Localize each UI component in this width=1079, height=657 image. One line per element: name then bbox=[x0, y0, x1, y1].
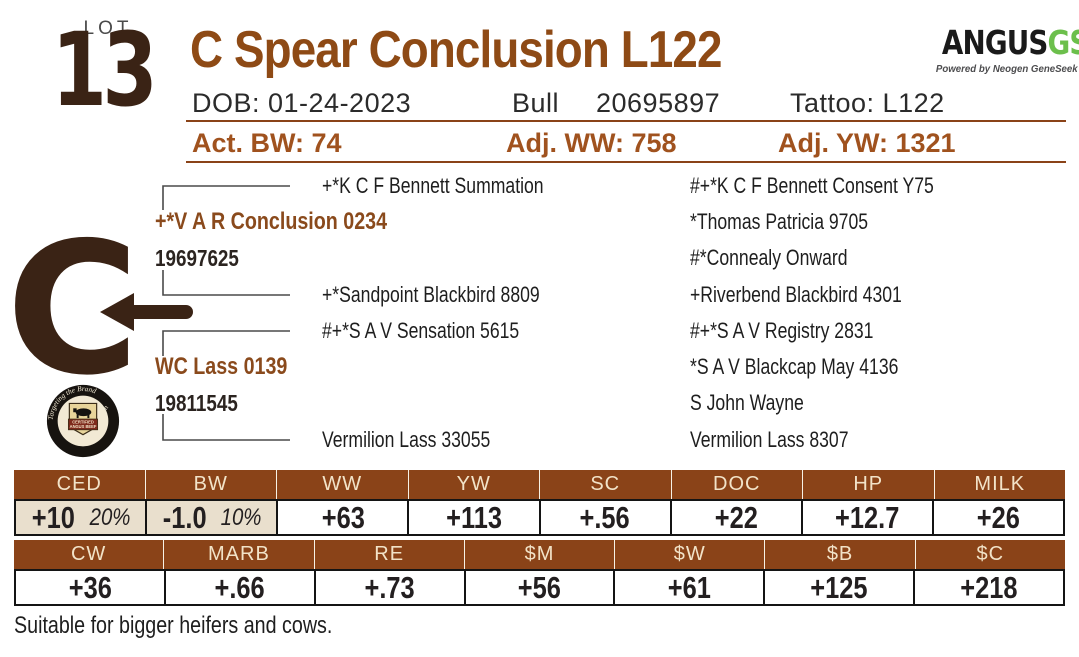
epd-header-dollar-w: $W bbox=[614, 540, 764, 569]
epd-re-value: +.73 bbox=[364, 569, 415, 605]
pedigree-dam-name: WC Lass 0139 bbox=[155, 353, 288, 380]
animal-name-title: C Spear Conclusion L122 bbox=[190, 21, 722, 79]
adjusted-ww-stat: Adj. WW: 758 bbox=[506, 128, 677, 158]
actual-bw-stat: Act. BW: 74 bbox=[192, 128, 342, 158]
epd-dollar-w-value: +61 bbox=[667, 569, 711, 605]
divider-line-top bbox=[186, 120, 1066, 122]
epd-sc-value: +.56 bbox=[579, 499, 631, 535]
epd-doc-value: +22 bbox=[714, 499, 758, 535]
epd-header-sc: SC bbox=[539, 470, 671, 499]
epd-hp-value: +12.7 bbox=[835, 499, 900, 535]
epd-header-re: RE bbox=[313, 540, 464, 569]
cab-shield-line2: ANGUS BEEF bbox=[70, 424, 97, 429]
epd-dollar-c-value: +218 bbox=[960, 569, 1018, 605]
epd-value-sc: +.56 bbox=[538, 499, 670, 535]
pedigree-ggp-5: #+*S A V Registry 2831 bbox=[690, 318, 874, 343]
epd-value-ww: +63 bbox=[276, 499, 408, 535]
pedigree-dam-sire: #+*S A V Sensation 5615 bbox=[322, 318, 520, 343]
pedigree-sire-reg: 19697625 bbox=[155, 245, 239, 271]
epd-header-bw: BW bbox=[144, 470, 277, 499]
logo-tagline: Powered by Neogen GeneSeek bbox=[935, 62, 1078, 75]
epd-header-ced: CED bbox=[56, 473, 102, 495]
epd-header-dollar-c: $C bbox=[914, 540, 1065, 569]
sex-value: Bull bbox=[512, 88, 560, 118]
epd-value-re: +.73 bbox=[313, 569, 464, 605]
epd-header-row-1: CED BW WW YW SC DOC HP MILK bbox=[14, 470, 1065, 499]
pedigree-ggp-8: Vermilion Lass 8307 bbox=[690, 427, 849, 452]
epd-ww-value: +63 bbox=[321, 499, 365, 535]
lot-number: 13 bbox=[51, 11, 158, 130]
epd-value-milk: +26 bbox=[931, 499, 1063, 535]
pedigree-ggp-7: S John Wayne bbox=[690, 390, 804, 415]
epd-header-hp: HP bbox=[802, 470, 934, 499]
epd-header-milk: MILK bbox=[933, 470, 1066, 499]
epd-value-hp: +12.7 bbox=[800, 499, 932, 535]
epd-header-cw: CW bbox=[70, 543, 107, 565]
epd-value-row-1: +10 20% -1.0 10% +63 +113 +.56 +22 +12.7 +… bbox=[14, 499, 1065, 536]
epd-dollar-b-value: +125 bbox=[810, 569, 868, 605]
epd-bw-value: -1.0 bbox=[162, 499, 207, 535]
dob-value: DOB: 01-24-2023 bbox=[192, 88, 412, 118]
gs-wordmark-green: GS bbox=[1047, 23, 1079, 62]
epd-bw-percentile: 10% bbox=[220, 503, 262, 531]
epd-milk-value: +26 bbox=[976, 499, 1021, 535]
pedigree-ggp-2: *Thomas Patricia 9705 bbox=[690, 209, 869, 234]
angus-gs-wordmark: ANGUSGS bbox=[941, 23, 1079, 62]
epd-value-cw: +36 bbox=[16, 569, 164, 605]
epd-value-doc: +22 bbox=[669, 499, 801, 535]
pedigree-dam-reg: 19811545 bbox=[155, 390, 238, 416]
epd-value-ced: +10 20% bbox=[16, 499, 146, 535]
registration-number: 20695897 bbox=[596, 88, 721, 118]
epd-value-marb: +.66 bbox=[163, 569, 314, 605]
pedigree-sire-name: +*V A R Conclusion 0234 bbox=[155, 208, 388, 235]
epd-dollar-m-value: +56 bbox=[517, 569, 562, 605]
epd-yw-value: +113 bbox=[446, 499, 502, 535]
angus-gs-logo: ANGUSGS Powered by Neogen GeneSeek bbox=[930, 23, 1079, 75]
epd-header-dollar-b: $B bbox=[764, 540, 914, 569]
ranch-brand-letter: C bbox=[6, 203, 140, 415]
epd-value-dollar-m: +56 bbox=[463, 569, 614, 605]
pedigree-ggp-4: +Riverbend Blackbird 4301 bbox=[690, 282, 902, 307]
epd-table: CED BW WW YW SC DOC HP MILK +10 20% -1.0 1… bbox=[14, 470, 1065, 606]
pedigree-sire-sire: +*K C F Bennett Summation bbox=[322, 173, 544, 198]
epd-ced-value: +10 bbox=[31, 499, 76, 535]
tattoo-value: Tattoo: L122 bbox=[790, 88, 945, 118]
pedigree-ggp-3: #*Connealy Onward bbox=[690, 245, 848, 270]
epd-header-yw: YW bbox=[407, 470, 540, 499]
epd-header-row-2: CW MARB RE $M $W $B $C bbox=[14, 540, 1065, 569]
epd-header-ww: WW bbox=[276, 470, 408, 499]
epd-value-row-2: +36 +.66 +.73 +56 +61 +125 +218 bbox=[14, 569, 1065, 606]
epd-value-dollar-c: +218 bbox=[913, 569, 1064, 605]
divider-line-bottom bbox=[186, 161, 1066, 163]
epd-marb-value: +.66 bbox=[214, 569, 265, 605]
epd-cw-value: +36 bbox=[68, 569, 112, 605]
pedigree-sire-dam: +*Sandpoint Blackbird 8809 bbox=[322, 282, 540, 307]
epd-ced-percentile: 20% bbox=[89, 503, 131, 531]
epd-header-marb: MARB bbox=[163, 540, 313, 569]
lot-label: LOT bbox=[83, 18, 133, 39]
footnote: Suitable for bigger heifers and cows. bbox=[14, 612, 333, 639]
adjusted-yw-stat: Adj. YW: 1321 bbox=[778, 128, 956, 158]
epd-value-bw: -1.0 10% bbox=[145, 499, 277, 535]
pedigree-ggp-1: #+*K C F Bennett Consent Y75 bbox=[690, 173, 934, 198]
epd-header-doc: DOC bbox=[670, 470, 803, 499]
epd-value-dollar-b: +125 bbox=[763, 569, 914, 605]
epd-value-yw: +113 bbox=[407, 499, 539, 535]
angus-wordmark-black: ANGUS bbox=[941, 23, 1049, 62]
epd-value-dollar-w: +61 bbox=[613, 569, 764, 605]
pedigree-dam-dam: Vermilion Lass 33055 bbox=[322, 427, 491, 452]
pedigree-ggp-6: *S A V Blackcap May 4136 bbox=[690, 354, 899, 379]
cab-shield-line1: CERTIFIED bbox=[72, 420, 94, 425]
epd-header-dollar-m: $M bbox=[463, 540, 614, 569]
